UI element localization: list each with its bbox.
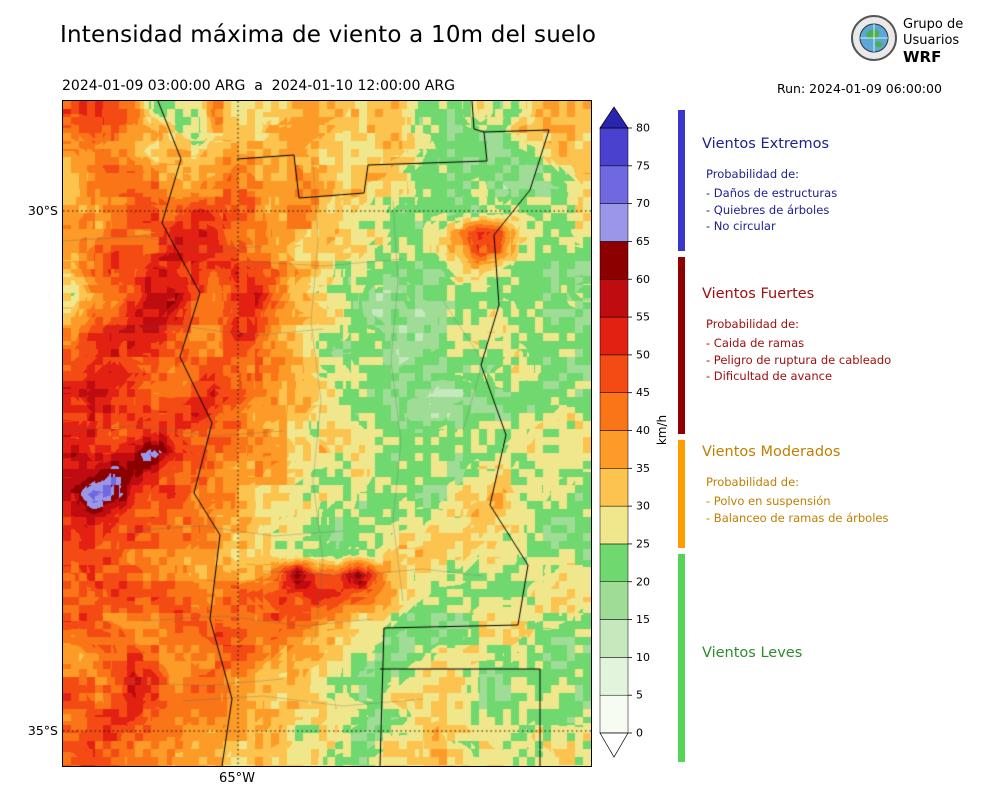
legend-item: - Polvo en suspensión <box>706 494 831 508</box>
model-run-label: Run: 2024-01-09 06:00:00 <box>777 81 942 96</box>
colorbar-segment <box>599 468 629 507</box>
colorbar-segment <box>599 165 629 204</box>
colorbar-segment <box>599 543 629 583</box>
colorbar-tick-label: 60 <box>636 273 650 286</box>
colorbar-unit-label: km/h <box>655 414 669 446</box>
colorbar-tick-label: 25 <box>636 537 650 550</box>
colorbar-tick-label: 15 <box>636 613 650 626</box>
legend-section-extremos: Vientos Extremos Probabilidad de: - Daño… <box>702 136 990 235</box>
lat-label-30s: 30°S <box>27 203 58 218</box>
colorbar-tick-label: 35 <box>636 462 650 475</box>
colorbar-tick-label: 20 <box>636 575 650 588</box>
legend-item: - Dificultad de avance <box>706 369 833 383</box>
colorbar-tick-label: 10 <box>636 651 650 664</box>
colorbar-segment <box>599 354 629 393</box>
legend-section-leves: Vientos Leves <box>702 645 990 676</box>
logo-line-2: Usuarios <box>903 33 960 48</box>
map-frame <box>62 100 592 767</box>
legend-item: - Caida de ramas <box>706 336 805 350</box>
colorbar-segment <box>599 316 629 356</box>
colorbar-tick-label: 50 <box>636 348 650 361</box>
colorbar-tick-label: 45 <box>636 386 650 399</box>
legend-bar-fuertes <box>678 257 685 434</box>
legend-item: - Balanceo de ramas de árboles <box>706 510 889 525</box>
colorbar-tick-label: 40 <box>636 424 650 437</box>
page-title: Intensidad máxima de viento a 10m del su… <box>60 22 597 48</box>
wrf-group-logo-icon <box>851 15 897 61</box>
legend-title-fuertes: Vientos Fuertes <box>702 286 815 302</box>
legend-probability-label: Probabilidad de: <box>706 475 800 489</box>
colorbar-tick-label: 65 <box>636 235 650 248</box>
legend-title-extremos: Vientos Extremos <box>702 136 830 152</box>
colorbar-segment <box>599 203 629 242</box>
lat-label-35s: 35°S <box>27 723 58 738</box>
legend-item: - Daños de estructuras <box>706 186 838 200</box>
colorbar-tick-label: 5 <box>636 689 643 702</box>
legend-section-fuertes: Vientos Fuertes Probabilidad de: - Caida… <box>702 286 990 385</box>
colorbar-over-arrow <box>599 106 629 129</box>
wind-speed-colorbar: 0 5 10 15 20 25 30 35 40 45 50 55 60 65 70 75 80 <box>599 106 650 758</box>
legend-probability-label: Probabilidad de: <box>706 167 800 181</box>
colorbar-tick-label: 80 <box>636 122 650 135</box>
colorbar-segment <box>599 505 629 545</box>
colorbar-segment <box>599 657 629 696</box>
lon-label-65w: 65°W <box>219 771 255 786</box>
valid-period-label: 2024-01-09 03:00:00 ARG a 2024-01-10 12:… <box>62 78 455 94</box>
legend-bar-leves <box>678 554 685 762</box>
colorbar-tick-label: 0 <box>636 727 643 740</box>
colorbar-segment <box>599 241 629 280</box>
legend-title-leves: Vientos Leves <box>702 645 803 661</box>
colorbar-tick-label: 70 <box>636 197 650 210</box>
colorbar-tick-label: 75 <box>636 159 650 172</box>
wind-intensity-map-canvas <box>63 101 591 766</box>
legend-bar-moderados <box>678 440 685 548</box>
colorbar-segment <box>599 694 629 734</box>
colorbar-segment <box>599 279 629 318</box>
colorbar-segment <box>599 581 629 620</box>
logo-wrf-label: WRF <box>903 48 942 66</box>
colorbar-under-arrow <box>599 732 629 758</box>
logo-line-1: Grupo de <box>903 17 964 32</box>
legend-title-moderados: Vientos Moderados <box>702 444 841 460</box>
legend-bar-extremos <box>678 110 685 251</box>
colorbar-segment <box>599 392 629 431</box>
legend-section-moderados: Vientos Moderados Probabilidad de: - Pol… <box>702 444 990 526</box>
logo-text: Grupo de Usuarios WRF <box>903 17 963 65</box>
colorbar-tick-label: 55 <box>636 311 650 324</box>
legend-item: - Quiebres de árboles <box>706 202 830 217</box>
colorbar-tick-label: 30 <box>636 500 650 513</box>
colorbar-segment <box>599 619 629 658</box>
legend-item: - No circular <box>706 219 776 233</box>
legend-item: - Peligro de ruptura de cableado <box>706 352 892 367</box>
colorbar-segment <box>599 430 629 469</box>
legend-probability-label: Probabilidad de: <box>706 317 800 331</box>
colorbar-segment <box>599 127 629 167</box>
